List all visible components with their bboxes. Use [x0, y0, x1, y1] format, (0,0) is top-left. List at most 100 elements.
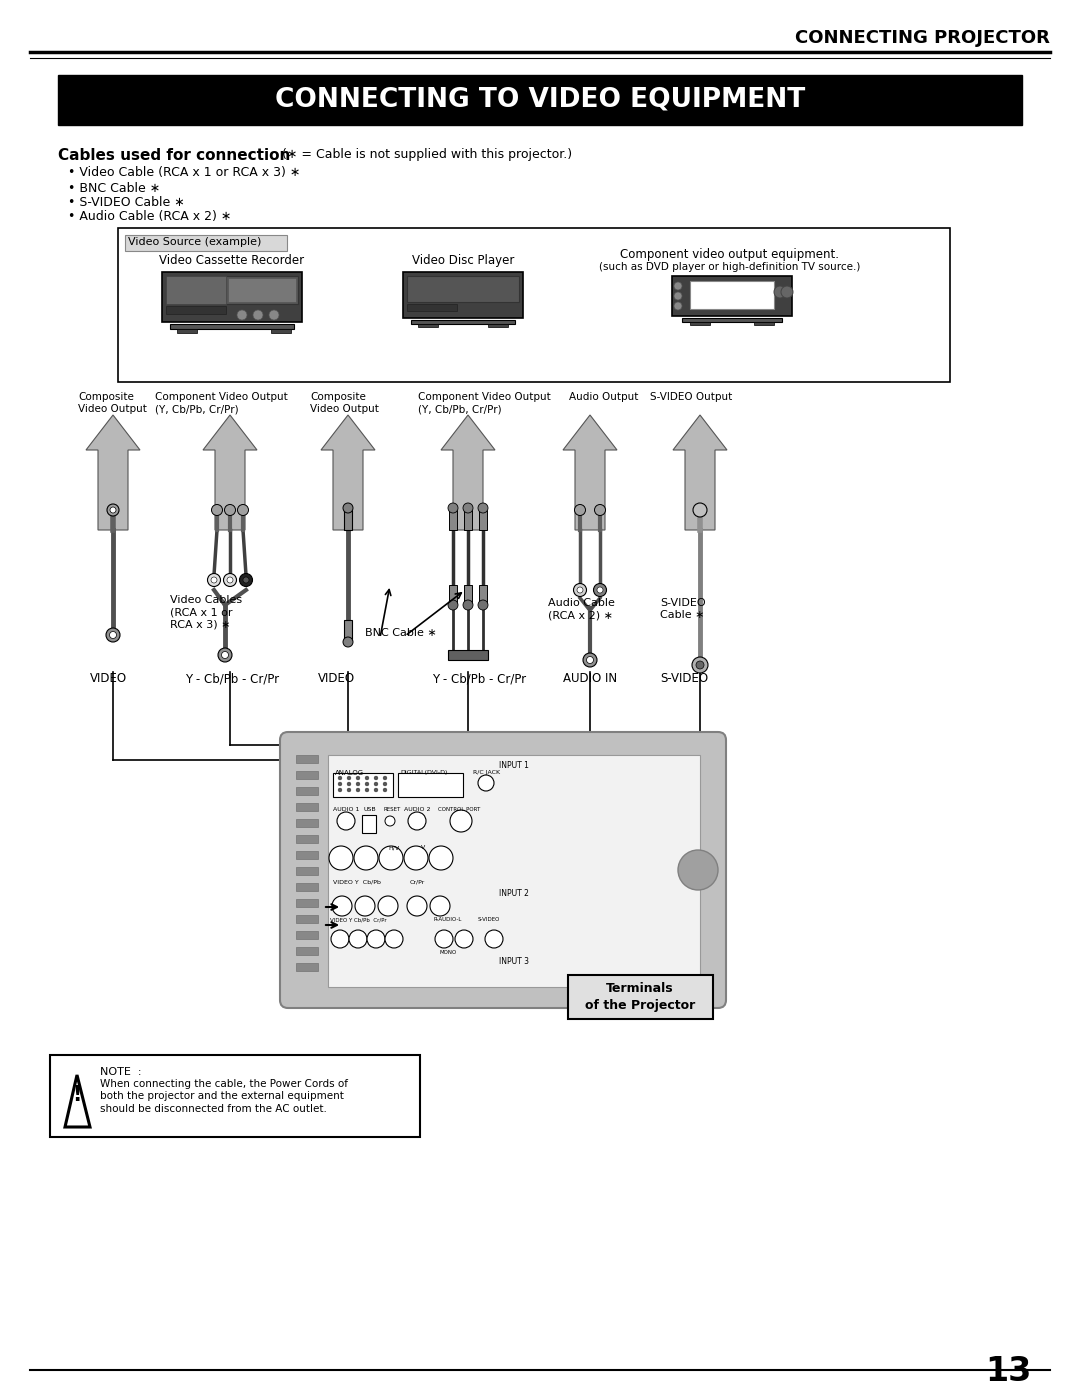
- Circle shape: [379, 847, 403, 870]
- Text: • Audio Cable (RCA x 2) ∗: • Audio Cable (RCA x 2) ∗: [68, 210, 231, 224]
- Circle shape: [227, 577, 233, 583]
- Circle shape: [575, 504, 585, 515]
- Circle shape: [384, 816, 395, 826]
- Bar: [166, 277, 298, 305]
- Bar: [448, 650, 488, 659]
- Bar: [296, 851, 318, 859]
- Text: Component Video Output
(Y, Cb/Pb, Cr/Pr): Component Video Output (Y, Cb/Pb, Cr/Pr): [418, 393, 551, 415]
- Bar: [480, 585, 487, 604]
- Text: • S-VIDEO Cable ∗: • S-VIDEO Cable ∗: [68, 196, 185, 210]
- Bar: [177, 330, 197, 332]
- Circle shape: [448, 503, 458, 513]
- Bar: [407, 277, 519, 302]
- Circle shape: [211, 577, 217, 583]
- Text: !: !: [72, 1085, 82, 1105]
- Text: Y - Cb/Pb - Cr/Pr: Y - Cb/Pb - Cr/Pr: [432, 672, 526, 685]
- Text: CONNECTING TO VIDEO EQUIPMENT: CONNECTING TO VIDEO EQUIPMENT: [275, 87, 805, 113]
- Text: S-VIDEO: S-VIDEO: [660, 672, 708, 685]
- Bar: [296, 915, 318, 923]
- Circle shape: [407, 895, 427, 916]
- Text: RESET: RESET: [383, 807, 401, 812]
- FancyBboxPatch shape: [280, 732, 726, 1009]
- Circle shape: [224, 574, 237, 587]
- Text: VIDEO: VIDEO: [90, 672, 127, 685]
- Bar: [464, 585, 472, 604]
- Bar: [296, 900, 318, 907]
- Circle shape: [693, 503, 707, 517]
- Text: VIDEO Y Cb/Pb  Cr/Pr: VIDEO Y Cb/Pb Cr/Pr: [330, 916, 387, 922]
- Bar: [754, 321, 774, 326]
- Text: Video Disc Player: Video Disc Player: [411, 254, 514, 267]
- Circle shape: [384, 930, 403, 949]
- Circle shape: [383, 782, 387, 787]
- Text: S-VIDEO Output: S-VIDEO Output: [650, 393, 732, 402]
- Circle shape: [343, 637, 353, 647]
- Circle shape: [212, 504, 222, 515]
- Bar: [296, 868, 318, 875]
- Circle shape: [356, 788, 360, 792]
- Polygon shape: [673, 415, 727, 529]
- Text: V: V: [421, 845, 426, 849]
- Circle shape: [485, 930, 503, 949]
- Text: Video Cables
(RCA x 1 or
RCA x 3) ∗: Video Cables (RCA x 1 or RCA x 3) ∗: [170, 595, 242, 630]
- Circle shape: [678, 849, 718, 890]
- Text: Composite
Video Output: Composite Video Output: [78, 393, 147, 415]
- Polygon shape: [563, 415, 617, 529]
- Circle shape: [692, 657, 708, 673]
- Circle shape: [674, 302, 681, 310]
- Text: NOTE  :: NOTE :: [100, 1067, 141, 1077]
- Circle shape: [207, 574, 220, 587]
- Circle shape: [367, 930, 384, 949]
- Circle shape: [365, 775, 369, 780]
- Text: R/C JACK: R/C JACK: [473, 770, 500, 775]
- Text: USB: USB: [364, 807, 377, 812]
- Circle shape: [781, 286, 793, 298]
- Circle shape: [478, 599, 488, 610]
- Circle shape: [354, 847, 378, 870]
- Bar: [488, 324, 508, 327]
- Text: Component Video Output
(Y, Cb/Pb, Cr/Pr): Component Video Output (Y, Cb/Pb, Cr/Pr): [156, 393, 287, 415]
- Circle shape: [218, 648, 232, 662]
- Circle shape: [106, 629, 120, 643]
- Circle shape: [332, 895, 352, 916]
- Circle shape: [330, 930, 349, 949]
- Circle shape: [347, 782, 351, 787]
- Bar: [118, 228, 950, 381]
- Circle shape: [237, 310, 247, 320]
- Text: MONO: MONO: [440, 950, 457, 956]
- Circle shape: [240, 574, 253, 587]
- Circle shape: [347, 775, 351, 780]
- Bar: [296, 835, 318, 842]
- Text: VIDEO Y  Cb/Pb: VIDEO Y Cb/Pb: [333, 879, 381, 884]
- Circle shape: [374, 788, 378, 792]
- Bar: [328, 754, 700, 988]
- Bar: [449, 585, 457, 604]
- Text: ANALOG: ANALOG: [335, 770, 364, 775]
- Bar: [50, 1055, 420, 1137]
- Bar: [333, 773, 393, 798]
- Text: S-VIDEO: S-VIDEO: [478, 916, 500, 922]
- Text: H/V: H/V: [388, 845, 400, 849]
- Bar: [681, 319, 782, 321]
- Circle shape: [463, 503, 473, 513]
- Circle shape: [774, 286, 786, 298]
- Text: CONTROL PORT: CONTROL PORT: [438, 807, 481, 812]
- Text: When connecting the cable, the Power Cords of
both the projector and the externa: When connecting the cable, the Power Cor…: [100, 1078, 348, 1113]
- Bar: [228, 278, 296, 302]
- Bar: [296, 819, 318, 827]
- Bar: [362, 814, 376, 833]
- Bar: [407, 305, 457, 312]
- Circle shape: [383, 775, 387, 780]
- Text: Video Source (example): Video Source (example): [129, 237, 261, 247]
- Bar: [296, 803, 318, 812]
- Circle shape: [337, 812, 355, 830]
- Text: AUDIO 1: AUDIO 1: [333, 807, 360, 812]
- Bar: [345, 620, 352, 640]
- Text: Cr/Pr: Cr/Pr: [410, 879, 426, 884]
- Circle shape: [110, 507, 116, 513]
- Circle shape: [225, 504, 235, 515]
- Bar: [399, 773, 463, 798]
- Circle shape: [594, 504, 606, 515]
- Bar: [690, 321, 710, 326]
- Bar: [296, 754, 318, 763]
